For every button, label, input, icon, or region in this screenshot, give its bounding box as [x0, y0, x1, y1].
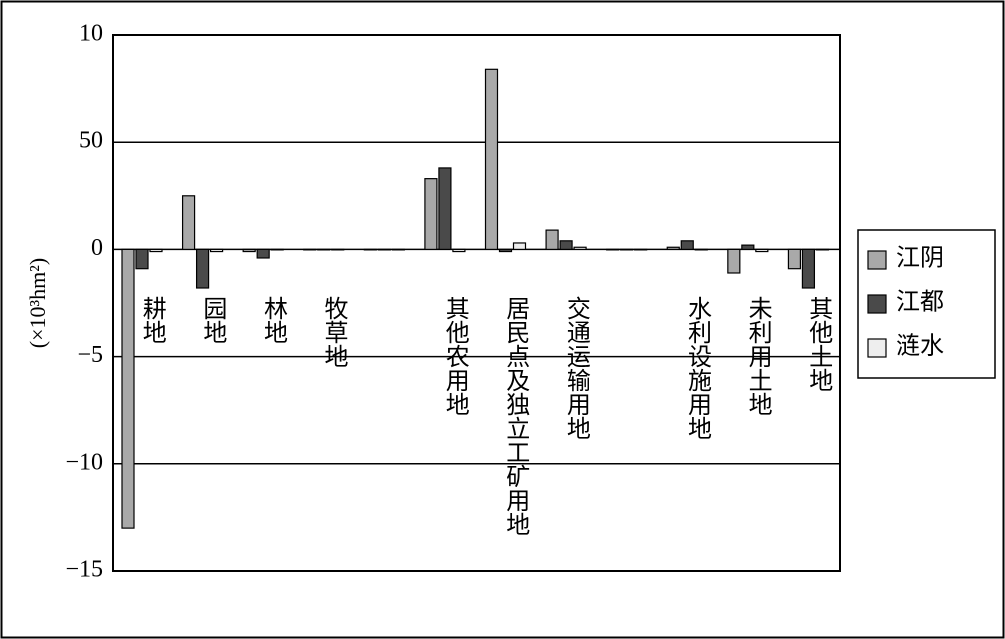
- bar: [317, 248, 331, 251]
- x-tick-label: 林地: [259, 296, 287, 344]
- bar: [377, 248, 391, 251]
- bar: [424, 178, 438, 250]
- bar: [787, 248, 802, 270]
- bar: [620, 248, 634, 251]
- bar: [741, 244, 755, 250]
- bar: [484, 68, 499, 250]
- bar: [363, 248, 377, 251]
- bar: [498, 248, 513, 253]
- x-tick-label: 其他农用地: [441, 296, 469, 416]
- legend-label: 江都: [896, 289, 944, 316]
- x-tick-label: 其他土地: [805, 296, 833, 392]
- bar: [801, 248, 816, 289]
- bar: [727, 248, 741, 274]
- bar: [680, 240, 694, 251]
- x-tick-label: 园地: [199, 296, 227, 344]
- bar: [573, 246, 587, 250]
- bar: [634, 248, 648, 251]
- x-tick-label: 未利用土地: [744, 296, 772, 416]
- x-tick-label: 耕地: [138, 296, 166, 344]
- bar: [606, 248, 620, 251]
- legend-swatch: [867, 338, 887, 358]
- bar: [755, 248, 769, 253]
- y-axis-label: (×10³hm²): [25, 258, 50, 348]
- bar: [121, 248, 135, 529]
- bar: [666, 246, 680, 250]
- bar: [694, 248, 708, 251]
- legend-label: 江阴: [896, 245, 944, 272]
- bar: [135, 248, 149, 270]
- y-tick-label: −5: [77, 342, 103, 368]
- bar: [512, 242, 527, 251]
- y-tick-label: 0: [91, 235, 103, 261]
- y-tick-label: −15: [65, 557, 103, 583]
- bar: [181, 195, 196, 251]
- plot-frame: [112, 34, 841, 572]
- legend-label: 涟水: [896, 333, 944, 360]
- bar: [452, 248, 466, 253]
- x-tick-label: 牧草地: [320, 296, 348, 368]
- y-tick-label: 50: [79, 128, 103, 154]
- x-tick-label: 交通运输用地: [562, 296, 590, 440]
- bar: [242, 248, 256, 253]
- bar: [270, 248, 284, 251]
- bar: [209, 248, 224, 253]
- bar: [815, 248, 830, 251]
- bar: [559, 240, 573, 251]
- x-tick-label: 居民点及独立工矿用地: [502, 296, 530, 536]
- x-tick-label: 水利设施用地: [684, 296, 712, 440]
- legend-swatch: [867, 250, 887, 270]
- bar: [149, 248, 163, 253]
- y-tick-label: 10: [79, 21, 103, 47]
- bar: [545, 229, 559, 251]
- bar: [391, 248, 405, 251]
- legend-swatch: [867, 294, 887, 314]
- bar: [195, 248, 210, 289]
- bar: [256, 248, 270, 259]
- bar: [331, 248, 345, 251]
- bar: [438, 167, 452, 250]
- bar: [303, 248, 317, 251]
- y-tick-label: −10: [65, 449, 103, 475]
